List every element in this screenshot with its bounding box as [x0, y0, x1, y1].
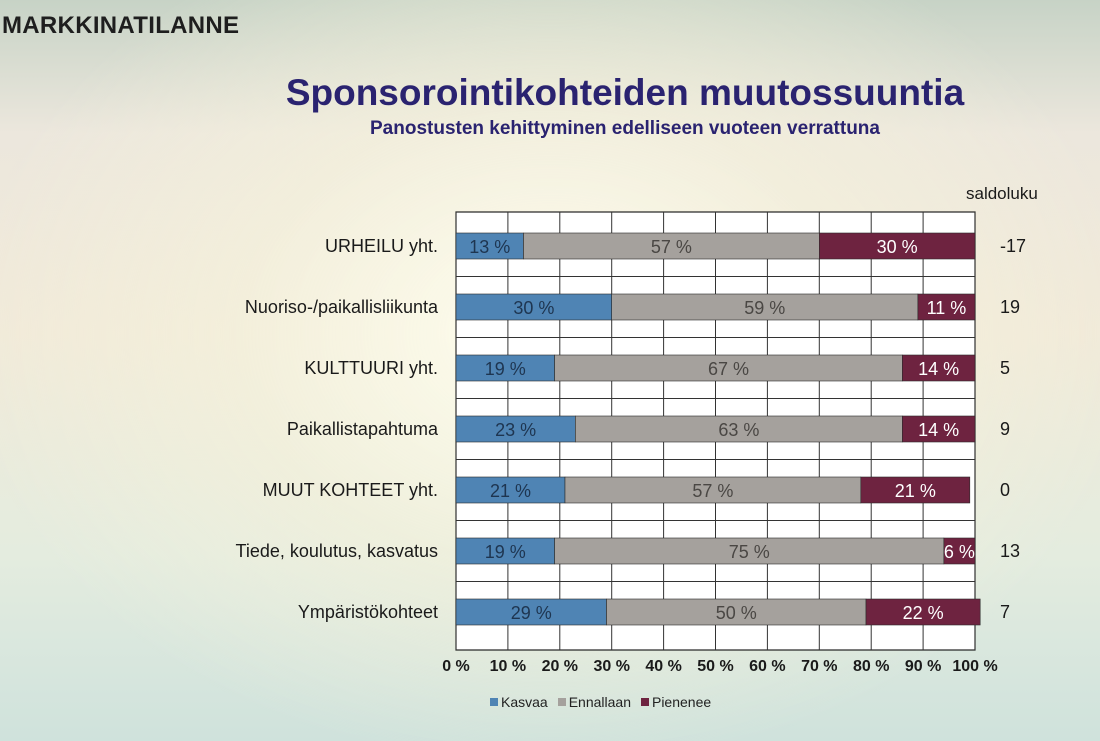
data-label: 14 %: [918, 420, 959, 440]
data-label: 67 %: [708, 359, 749, 379]
legend-swatch-pienenee: [640, 698, 649, 706]
saldo-value: -17: [1000, 236, 1026, 256]
bar-segment-ennallaan: [564, 476, 862, 504]
data-label: 21 %: [895, 481, 936, 501]
bar-segment-kasvaa: [455, 598, 607, 626]
x-tick-label: 100 %: [952, 658, 997, 675]
data-label: 21 %: [490, 481, 531, 501]
data-label: 50 %: [716, 603, 757, 623]
data-label: 57 %: [651, 237, 692, 257]
legend-label-kasvaa: Kasvaa: [501, 694, 548, 710]
data-label: 57 %: [692, 481, 733, 501]
saldo-value: 13: [1000, 541, 1020, 561]
saldo-value: 9: [1000, 419, 1010, 439]
chart-legend: Kasvaa Ennallaan Pienenee: [490, 694, 711, 710]
saldo-value: 19: [1000, 297, 1020, 317]
bar-segment-pienenee: [902, 354, 976, 382]
category-label: KULTTUURI yht.: [304, 358, 438, 378]
category-label: MUUT KOHTEET yht.: [263, 480, 438, 500]
data-label: 19 %: [485, 359, 526, 379]
bar-segment-pienenee: [865, 598, 981, 626]
data-label: 14 %: [918, 359, 959, 379]
category-label: URHEILU yht.: [325, 236, 438, 256]
bar-segment-pienenee: [917, 293, 976, 321]
bar-segment-ennallaan: [606, 598, 867, 626]
data-label: 22 %: [903, 603, 944, 623]
bar-segment-pienenee: [943, 537, 976, 565]
x-tick-label: 0 %: [442, 658, 470, 675]
data-label: 11 %: [927, 298, 967, 318]
data-label: 30 %: [513, 298, 554, 318]
data-label: 63 %: [718, 420, 759, 440]
data-label: 6 %: [944, 542, 975, 562]
legend-label-ennallaan: Ennallaan: [568, 694, 631, 710]
x-tick-label: 70 %: [801, 658, 837, 675]
bar-segment-kasvaa: [455, 232, 524, 260]
chart-subtitle: Panostusten kehittyminen edelliseen vuot…: [370, 118, 880, 139]
slide-label: MARKKINATILANNE: [2, 12, 240, 39]
saldo-value: 0: [1000, 480, 1010, 500]
category-label: Tiede, koulutus, kasvatus: [236, 541, 438, 561]
bar-segment-kasvaa: [455, 293, 612, 321]
bar-segment-kasvaa: [455, 415, 576, 443]
legend-item-pienenee: Pienenee: [640, 694, 712, 710]
data-label: 29 %: [511, 603, 552, 623]
legend-swatch-kasvaa: [490, 698, 498, 706]
category-label: Paikallistapahtuma: [287, 419, 439, 439]
legend-item-ennallaan: Ennallaan: [557, 694, 631, 710]
bar-segment-ennallaan: [554, 537, 945, 565]
bar-segment-ennallaan: [554, 354, 903, 382]
bar-segment-kasvaa: [455, 476, 566, 504]
legend-swatch-ennallaan: [557, 698, 566, 706]
data-label: 30 %: [877, 237, 918, 257]
x-tick-label: 10 %: [490, 658, 526, 675]
x-tick-label: 90 %: [905, 658, 941, 675]
saldo-header: saldoluku: [966, 184, 1038, 203]
bar-segment-kasvaa: [455, 537, 555, 565]
bar-segment-pienenee: [902, 415, 976, 443]
data-label: 19 %: [485, 542, 526, 562]
bar-segment-ennallaan: [575, 415, 903, 443]
bar-segment-pienenee: [818, 232, 976, 260]
bar-segment-ennallaan: [523, 232, 820, 260]
saldo-value: 5: [1000, 358, 1010, 378]
chart-title: Sponsorointikohteiden muutossuuntia: [285, 72, 965, 113]
x-tick-label: 20 %: [542, 658, 578, 675]
legend-label-pienenee: Pienenee: [651, 694, 712, 710]
saldo-value: 7: [1000, 602, 1010, 622]
x-tick-label: 80 %: [853, 658, 889, 675]
data-label: 59 %: [744, 298, 785, 318]
data-label: 23 %: [495, 420, 536, 440]
data-label: 13 %: [469, 237, 510, 257]
category-label: Ympäristökohteet: [298, 602, 438, 622]
data-label: 75 %: [729, 542, 770, 562]
x-tick-label: 30 %: [593, 658, 629, 675]
x-tick-label: 50 %: [697, 658, 733, 675]
legend-item-kasvaa: Kasvaa: [490, 694, 548, 710]
x-tick-label: 40 %: [645, 658, 681, 675]
x-tick-label: 60 %: [749, 658, 785, 675]
bar-segment-ennallaan: [611, 293, 919, 321]
bar-segment-pienenee: [860, 476, 971, 504]
category-label: Nuoriso-/paikallisliikunta: [245, 297, 439, 317]
